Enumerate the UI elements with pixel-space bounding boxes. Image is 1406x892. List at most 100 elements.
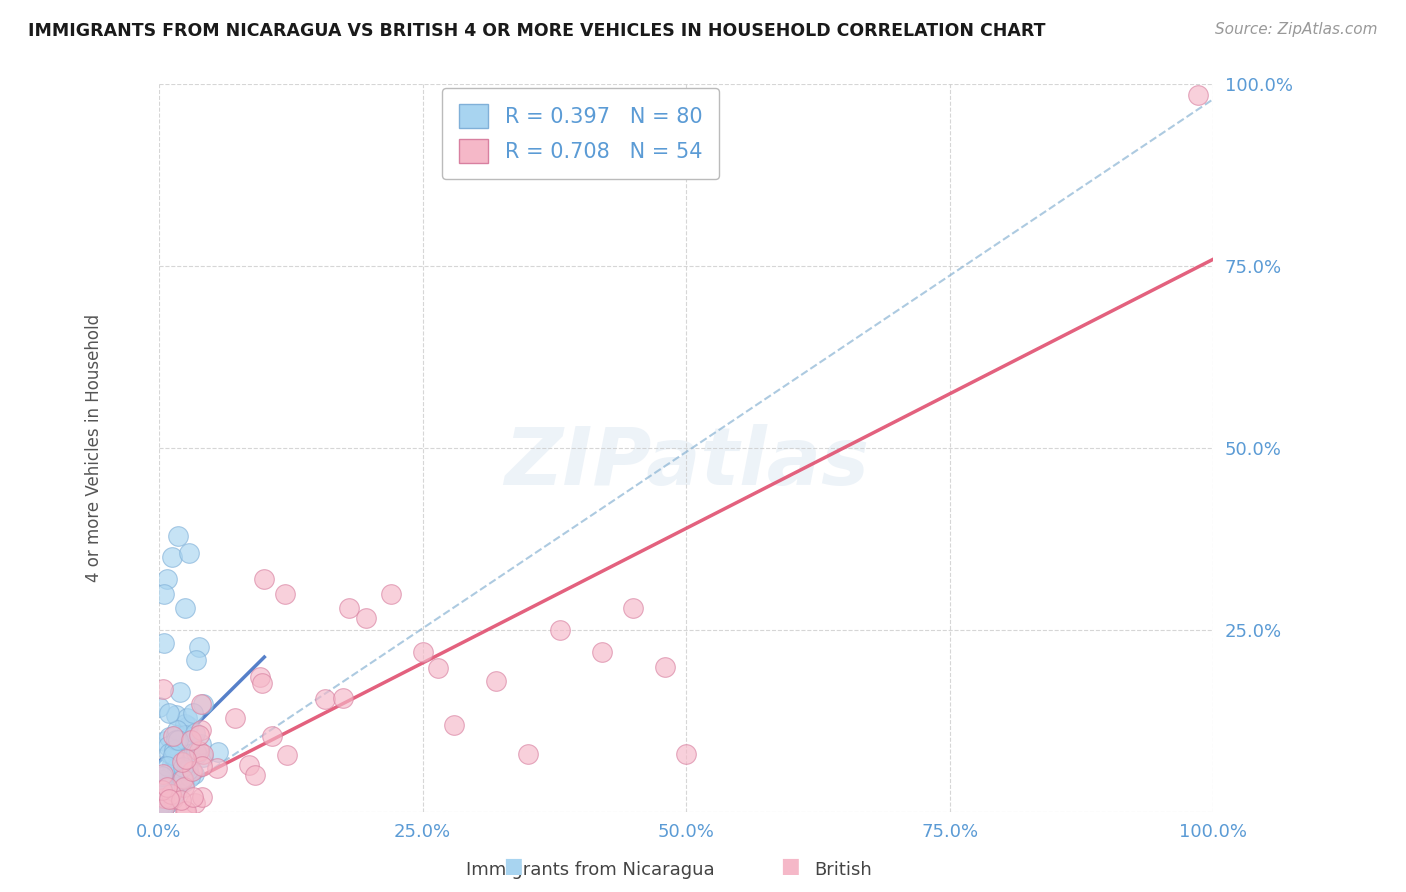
Point [156,780,179,795]
Point [172,772,194,787]
Point [260,730,283,744]
Point [149,781,172,796]
Point [166,756,188,771]
Point [166,723,188,737]
Point [162,748,184,763]
Point [153,734,176,748]
Point [177,733,200,747]
Point [162,792,184,806]
Point [253,572,276,586]
Point [166,733,188,747]
Point [163,749,186,764]
Point [160,787,183,801]
Point [163,743,186,757]
Point [156,796,179,810]
Point [485,674,508,689]
Point [314,692,336,706]
Point [153,791,176,805]
Point [148,700,170,714]
Point [193,747,215,761]
Point [207,761,229,775]
Point [245,768,267,782]
Point [152,798,174,813]
Point [150,783,173,797]
Point [156,759,179,773]
Point [176,805,198,819]
Point [274,587,297,601]
Text: ■: ■ [503,856,523,876]
Point [150,797,173,811]
Point [166,760,188,774]
Point [156,572,179,586]
Text: British: British [814,861,873,879]
Point [177,763,200,777]
Point [186,745,208,759]
Point [160,756,183,771]
Point [380,587,402,601]
Point [238,757,260,772]
Point [172,771,194,785]
Point [517,747,540,761]
Point [155,781,177,796]
Point [159,780,181,795]
Point [165,707,187,722]
Point [156,786,179,800]
Point [177,719,200,733]
Point [157,739,180,753]
Point [188,744,211,758]
Point [548,624,571,638]
Point [675,747,697,761]
Point [162,729,184,743]
Point [160,550,183,565]
Point [174,601,197,615]
Point [426,661,449,675]
Y-axis label: 4 or more Vehicles in Household: 4 or more Vehicles in Household [86,314,103,582]
Point [623,601,645,615]
Point [180,737,202,751]
Point [654,659,676,673]
Point [180,733,202,747]
Point [190,697,212,711]
Point [183,767,205,781]
Point [170,792,193,806]
Legend: R = 0.397   N = 80, R = 0.708   N = 54: R = 0.397 N = 80, R = 0.708 N = 54 [443,87,718,179]
Point [174,752,197,766]
Point [169,764,191,778]
Point [152,800,174,814]
Point [167,742,190,756]
Point [160,766,183,780]
Point [250,676,273,690]
Point [166,529,188,543]
Point [150,773,173,788]
Point [354,611,377,625]
Point [186,747,208,761]
Point [591,645,613,659]
Point [149,775,172,789]
Point [207,745,229,759]
Point [157,766,180,780]
Point [173,805,195,819]
Point [172,755,194,769]
Point [150,769,173,783]
Point [332,690,354,705]
Point [337,601,360,615]
Point [191,749,214,764]
Point [153,587,176,601]
Point [176,711,198,725]
Point [173,750,195,764]
Point [170,771,193,785]
Point [169,761,191,775]
Point [165,733,187,747]
Point [443,718,465,732]
Point [173,762,195,776]
Point [1187,88,1209,103]
Point [157,731,180,745]
Point [153,636,176,650]
Point [276,748,298,763]
Point [174,717,197,731]
Point [169,684,191,698]
Point [173,780,195,794]
Point [190,737,212,751]
Point [157,706,180,721]
Point [166,784,188,798]
